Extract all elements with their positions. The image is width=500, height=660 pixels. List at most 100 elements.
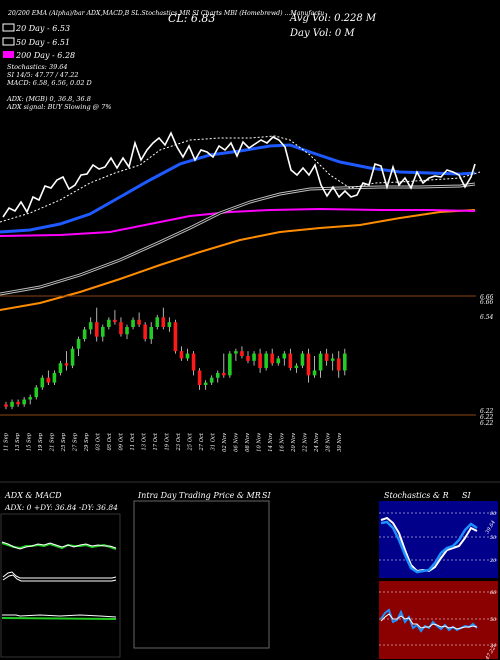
date-tick-label: 13 Oct: [141, 432, 147, 450]
date-tick-label: 10 Nov: [256, 433, 262, 452]
date-tick-label: 20 Nov: [291, 433, 297, 453]
avg-vol-label: Avg Vol: 0.228 M: [289, 13, 377, 24]
stoch-label-50: 50: [490, 535, 497, 541]
ma-200-magenta-line: [0, 207, 476, 237]
ma-50-line: [0, 135, 481, 223]
candle-up: [264, 353, 268, 369]
candle-up: [185, 353, 190, 359]
stoch-label-20: 20: [489, 558, 497, 564]
candle-up: [282, 353, 287, 359]
header-top-line: 20/200 EMA (Alpha)/bar ADX,MACD,B SL.Sto…: [7, 10, 324, 17]
price-close-line: [2, 131, 476, 218]
macd-histogram-line: [2, 614, 117, 618]
date-tick-label: 06 Nov: [233, 433, 239, 452]
stat-macd: MACD: 6.58, 6.56, 0.02 D: [6, 79, 93, 87]
candle-up: [155, 317, 160, 327]
legend: 20 Day - 6.53 50 Day - 6.51 200 Day - 6.…: [2, 23, 75, 60]
close-label: CL: 6.83: [168, 12, 215, 25]
date-tick-label: 16 Nov: [279, 433, 285, 452]
candle-down: [16, 401, 20, 405]
candle-up: [34, 387, 39, 398]
candle-down: [161, 317, 166, 327]
date-tick-label: 21 Sep: [49, 432, 55, 452]
adx-di-plus-line: [1, 542, 117, 550]
candle-down: [197, 370, 202, 385]
ma-panel: [0, 131, 481, 311]
si-slow-line: [380, 613, 478, 630]
legend-200-day: 200 Day - 6.28: [15, 51, 75, 60]
candle-down: [113, 319, 117, 323]
adx-frame: [0, 513, 121, 658]
date-tick-label: 22 Nov: [302, 433, 308, 453]
price-label-1: 6.66: [480, 294, 494, 301]
candle-up: [131, 319, 135, 327]
candle-up: [58, 363, 63, 373]
date-tick-label: 05 Oct: [107, 432, 113, 450]
ma-100-inner-line: [0, 183, 476, 295]
intraday-panel: Intra Day Trading Price & MR SI: [133, 491, 271, 649]
candles-group: [4, 307, 347, 410]
si-label-66: 66: [490, 590, 497, 596]
macd-signal-line: [2, 574, 117, 582]
candle-up: [101, 327, 105, 337]
date-tick-label: 03 Oct: [95, 432, 101, 450]
date-tick-label: 28 Nov: [325, 433, 331, 453]
candle-down: [94, 322, 99, 337]
candle-up: [70, 348, 75, 366]
legend-swatch-200: [3, 51, 14, 58]
price-label-5: 6.22: [480, 414, 494, 421]
date-tick-label: 27 Oct: [199, 432, 205, 451]
candle-down: [137, 319, 141, 325]
adx-di-minus-line: [1, 541, 117, 550]
date-tick-label: 19 Oct: [164, 432, 170, 450]
legend-swatch-20: [2, 23, 15, 32]
candle-down: [46, 377, 51, 383]
candle-down: [240, 351, 244, 356]
date-tick-label: 17 Oct: [153, 432, 159, 450]
candle-up: [330, 358, 335, 361]
date-tick-label: 30 Nov: [337, 433, 343, 452]
candle-down: [191, 353, 196, 371]
candle-up: [228, 353, 232, 376]
price-label-4: 6.22: [480, 408, 494, 415]
si-label-50: 50: [490, 617, 497, 623]
candle-down: [173, 322, 178, 352]
macd-green-line: [1, 617, 117, 620]
legend-swatch-50: [2, 37, 15, 46]
candle-down: [288, 353, 293, 369]
candle-up: [40, 377, 45, 388]
adx-macd-values: ADX: 0 +DY: 36.84 -DY: 36.84: [4, 503, 118, 512]
date-tick-label: 29 Sep: [84, 432, 90, 452]
macd-line: [2, 571, 117, 579]
date-tick-label: 02 Nov: [222, 433, 228, 452]
candle-up: [312, 370, 317, 376]
candle-up: [318, 353, 323, 371]
stoch-label-80: 80: [490, 511, 497, 517]
date-tick-label: 31 Oct: [210, 432, 216, 450]
date-tick-label: 19 Sep: [38, 432, 44, 451]
candle-up: [22, 399, 26, 405]
candle-down: [119, 322, 123, 335]
stat-adx-signal: ADX signal: BUY Slowing @ 7%: [6, 103, 112, 111]
candle-up: [10, 401, 14, 407]
date-tick-label: 24 Nov: [314, 433, 320, 453]
candle-up: [300, 353, 305, 366]
candle-up: [252, 353, 256, 361]
candle-down: [143, 324, 147, 340]
candle-down: [4, 404, 8, 407]
candle-up: [294, 365, 299, 369]
candle-down: [258, 353, 262, 369]
adx-macd-panel: ADX & MACD ADX: 0 +DY: 36.84 -DY: 36.84: [0, 491, 121, 658]
date-tick-label: 13 Sep: [15, 432, 21, 451]
intraday-frame: [133, 500, 270, 649]
candle-up: [107, 319, 111, 327]
date-tick-label: 27 Sep: [72, 432, 78, 452]
candle-up: [82, 329, 87, 340]
candle-up: [149, 327, 153, 340]
stochastics-title: Stochastics & R: [384, 491, 449, 500]
date-tick-label: 09 Oct: [118, 432, 124, 450]
si-bg: [379, 581, 498, 659]
ma-20-line: [0, 143, 476, 234]
candle-up: [88, 322, 93, 330]
